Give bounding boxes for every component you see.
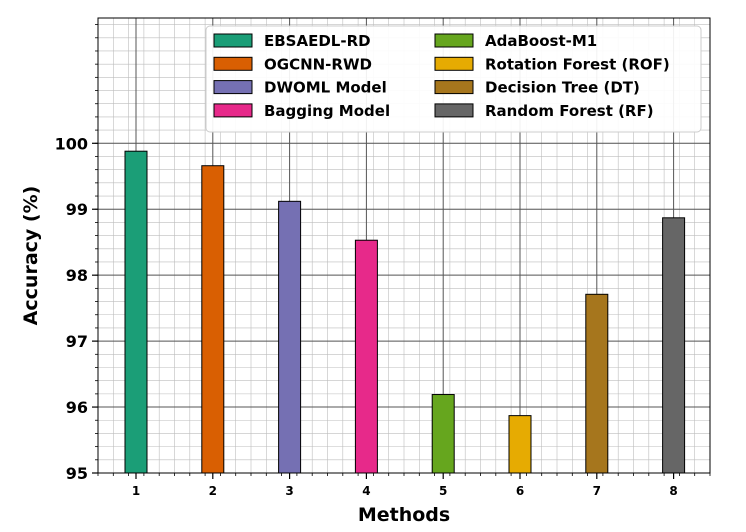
legend-box — [205, 25, 702, 133]
y-tick-label: 95 — [66, 464, 88, 483]
legend-swatch — [213, 80, 253, 95]
x-tick-label: 4 — [362, 484, 370, 498]
bar-adaboost-m1 — [431, 394, 455, 474]
y-tick-label: 100 — [55, 134, 88, 153]
bar-rotation-forest-rof — [508, 415, 532, 474]
bar-dwoml-model — [278, 200, 302, 474]
x-tick-label: 6 — [516, 484, 524, 498]
y-axis-ticks: 95 96 97 98 99 100 — [55, 24, 98, 483]
legend-label: DWOML Model — [264, 79, 387, 97]
legend-label: Bagging Model — [264, 102, 390, 120]
legend-swatch — [213, 103, 253, 118]
y-tick-label: 96 — [66, 398, 88, 417]
legend-swatch — [213, 33, 253, 48]
y-tick-label: 99 — [66, 200, 88, 219]
bar-ogcnn-rwd — [201, 165, 225, 474]
legend-swatch — [213, 56, 253, 71]
x-tick-label: 5 — [439, 484, 447, 498]
legend-swatch — [434, 103, 474, 118]
y-tick-label: 97 — [66, 332, 88, 351]
legend-label: Decision Tree (DT) — [485, 79, 640, 97]
legend-swatch — [434, 56, 474, 71]
x-axis-ticks: 1 2 3 4 5 6 7 8 — [97, 473, 711, 498]
legend-label: Random Forest (RF) — [485, 102, 654, 120]
bars-group — [124, 150, 686, 474]
x-tick-label: 2 — [209, 484, 217, 498]
legend-swatch — [434, 33, 474, 48]
legend-label: Rotation Forest (ROF) — [485, 55, 670, 73]
legend: EBSAEDL-RD OGCNN-RWD DWOML Model Bagging Mo… — [205, 25, 702, 133]
bar-decision-tree-dt — [585, 293, 609, 474]
x-tick-label: 7 — [593, 484, 601, 498]
x-axis-title: Methods — [358, 504, 450, 526]
bar-bagging-model — [354, 239, 378, 474]
bar-ebsaedl-rd — [124, 150, 148, 474]
x-tick-label: 8 — [669, 484, 677, 498]
y-tick-label: 98 — [66, 266, 88, 285]
x-tick-label: 3 — [285, 484, 293, 498]
bar-random-forest-rf — [662, 217, 686, 474]
x-tick-label: 1 — [132, 484, 140, 498]
legend-swatch — [434, 80, 474, 95]
legend-label: AdaBoost-M1 — [485, 32, 597, 50]
legend-label: EBSAEDL-RD — [264, 32, 371, 50]
legend-label: OGCNN-RWD — [264, 55, 372, 73]
y-axis-title: Accuracy (%) — [20, 186, 42, 326]
